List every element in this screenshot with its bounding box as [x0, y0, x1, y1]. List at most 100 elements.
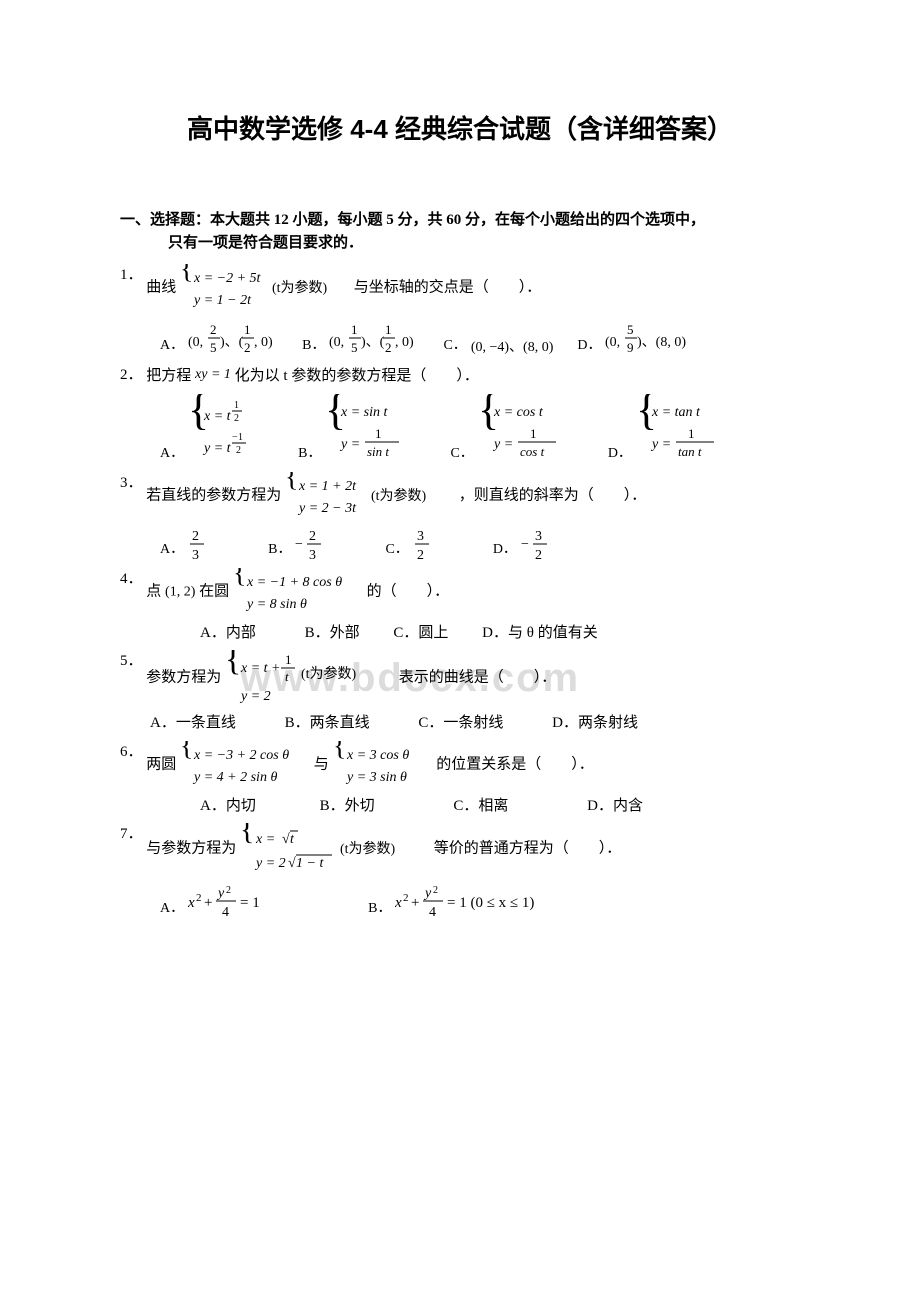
q7-num: 7． — [120, 823, 143, 846]
svg-text:9: 9 — [627, 340, 634, 355]
svg-text:y = 2: y = 2 — [254, 856, 286, 871]
q2-opt-b-val: { x = sin t y = 1sin t — [325, 394, 410, 466]
svg-text:{: { — [180, 741, 193, 762]
svg-text:1: 1 — [688, 426, 695, 441]
svg-text:2: 2 — [403, 892, 409, 904]
question-4: 4． 点 (1, 2) 在圆 { x = −1 + 8 cos θ y = 8 … — [120, 568, 800, 616]
svg-text:2: 2 — [226, 885, 231, 896]
question-1: 1． 曲线 { x = −2 + 5t y = 1 − 2t (t为参数) 与坐… — [120, 264, 800, 312]
page-title: 高中数学选修 4-4 经典综合试题（含详细答案） — [120, 110, 800, 149]
svg-text:5: 5 — [210, 340, 217, 355]
q6-mid: 与 — [314, 756, 329, 772]
svg-text:y = 1 − 2t: y = 1 − 2t — [192, 293, 252, 308]
q4-opt-d: D．与 θ 的值有关 — [482, 625, 598, 641]
svg-text:x = −1 + 8 cos θ: x = −1 + 8 cos θ — [246, 575, 342, 590]
svg-text:2: 2 — [535, 548, 542, 562]
q3-opt-a-val: 23 — [188, 526, 208, 562]
q1-pre: 曲线 — [146, 279, 176, 295]
q4-opt-c: C．圆上 — [393, 625, 448, 641]
svg-text:x = 1 + 2t: x = 1 + 2t — [298, 479, 357, 494]
q2-opt-b-label: B． — [298, 443, 321, 466]
q1-post: 与坐标轴的交点是（ ）． — [354, 279, 542, 295]
q7-system: { x = √t y = 2 √1 − t (t为参数) — [240, 823, 430, 875]
q5-pre: 参数方程为 — [146, 669, 221, 685]
q5-opt-c: C．一条射线 — [418, 715, 503, 731]
q3-opt-a: A． 23 — [160, 526, 208, 562]
q7-opt-b: B． x2 + y2 4 = 1 (0 ≤ x ≤ 1) — [368, 881, 575, 921]
svg-text:√: √ — [288, 856, 296, 871]
svg-text:cos t: cos t — [520, 444, 545, 459]
svg-text:y =: y = — [492, 437, 513, 452]
q4-post: 的（ ）． — [367, 583, 450, 599]
svg-text:2: 2 — [417, 548, 424, 562]
q6-num: 6． — [120, 741, 143, 764]
svg-text:)、(8, 0): )、(8, 0) — [637, 335, 686, 350]
section-header: 一、选择题：本大题共 12 小题，每小题 5 分，共 60 分，在每个小题给出的… — [120, 209, 800, 254]
svg-text:x: x — [395, 895, 402, 911]
svg-text:{: { — [240, 823, 254, 846]
q1-opt-a-label: A． — [160, 335, 184, 358]
svg-text:1 − t: 1 − t — [296, 856, 324, 871]
svg-text:(0,: (0, — [188, 335, 203, 350]
svg-text:y = 2: y = 2 — [239, 689, 271, 704]
svg-text:y =: y = — [650, 437, 671, 452]
q1-opt-a: A． (0, 25 )、( 12 , 0) — [160, 318, 278, 358]
svg-text:1: 1 — [234, 400, 239, 411]
svg-text:)、(: )、( — [361, 335, 385, 350]
svg-text:4: 4 — [222, 905, 229, 920]
svg-text:y = t: y = t — [202, 441, 232, 456]
svg-text:2: 2 — [433, 885, 438, 896]
q2-opt-d-label: D． — [608, 443, 632, 466]
svg-text:sin t: sin t — [367, 444, 389, 459]
svg-text:2: 2 — [236, 445, 241, 456]
q2-opt-d-val: { x = tan t y = 1tan t — [636, 394, 726, 466]
section-head-a: 一、选择题：本大题共 12 小题，每小题 5 分，共 60 分，在每个小题给出的… — [120, 212, 705, 228]
q3-system: { x = 1 + 2t y = 2 − 3t (t为参数) — [285, 472, 455, 520]
q4-pre: 点 — [146, 583, 161, 599]
svg-text:(0,: (0, — [605, 335, 620, 350]
svg-text:x = −2 + 5t: x = −2 + 5t — [193, 271, 262, 286]
svg-text:y: y — [423, 886, 432, 901]
q7-pre: 与参数方程为 — [146, 840, 236, 856]
q1-opt-c: C． (0, −4)、(8, 0) — [443, 335, 553, 358]
q3-opt-b-val: −23 — [295, 526, 325, 562]
q6-opt-a: A．内切 — [200, 798, 256, 814]
q3-post: ，则直线的斜率为（ ）． — [459, 487, 647, 503]
q4-opt-b: B．外部 — [305, 625, 360, 641]
svg-text:tan t: tan t — [678, 444, 702, 459]
svg-text:x = −3 + 2 cos θ: x = −3 + 2 cos θ — [193, 748, 289, 763]
svg-text:2: 2 — [192, 529, 199, 544]
svg-text:x = cos t: x = cos t — [493, 405, 544, 420]
q3-opt-d: D． −32 — [493, 526, 551, 562]
svg-text:(t为参数): (t为参数) — [301, 665, 357, 682]
q1-opt-b-val: (0, 15 )、( 12 , 0) — [329, 318, 419, 358]
q5-opt-d: D．两条射线 — [552, 715, 638, 731]
q7-opt-a-val: x2 + y2 4 = 1 — [188, 881, 288, 921]
svg-text:y =: y = — [339, 437, 360, 452]
svg-text:y = 3 sin θ: y = 3 sin θ — [345, 770, 407, 785]
q5-num: 5． — [120, 650, 143, 673]
q2-pre: 把方程 — [146, 368, 191, 384]
q4-pt: (1, 2) — [165, 584, 195, 599]
question-2: 2． 把方程 xy = 1 化为以 t 参数的参数方程是（ ）． — [120, 364, 800, 388]
q6-system1: { x = −3 + 2 cos θ y = 4 + 2 sin θ — [180, 741, 310, 789]
svg-text:y: y — [216, 886, 225, 901]
q5-system: { x = t + 1t y = 2 (t为参数) — [225, 650, 395, 706]
svg-text:2: 2 — [244, 340, 251, 355]
q1-opt-a-val: (0, 25 )、( 12 , 0) — [188, 318, 278, 358]
q3-opt-c-val: 32 — [413, 526, 433, 562]
q2-opt-d: D． { x = tan t y = 1tan t — [608, 394, 726, 466]
svg-text:x =: x = — [255, 832, 275, 847]
q3-pre: 若直线的参数方程为 — [146, 487, 281, 503]
svg-text:y = 4 + 2 sin θ: y = 4 + 2 sin θ — [192, 770, 277, 785]
q4-opt-a: A．内部 — [200, 625, 256, 641]
svg-text:1: 1 — [351, 322, 358, 337]
question-6: 6． 两圆 { x = −3 + 2 cos θ y = 4 + 2 sin θ… — [120, 741, 800, 789]
svg-text:3: 3 — [417, 529, 424, 544]
svg-text:, 0): , 0) — [395, 335, 414, 350]
svg-text:4: 4 — [429, 905, 436, 920]
svg-text:1: 1 — [285, 652, 292, 667]
svg-text:{: { — [333, 741, 346, 762]
q5-opt-b: B．两条直线 — [285, 715, 370, 731]
svg-text:x = sin t: x = sin t — [340, 405, 388, 420]
